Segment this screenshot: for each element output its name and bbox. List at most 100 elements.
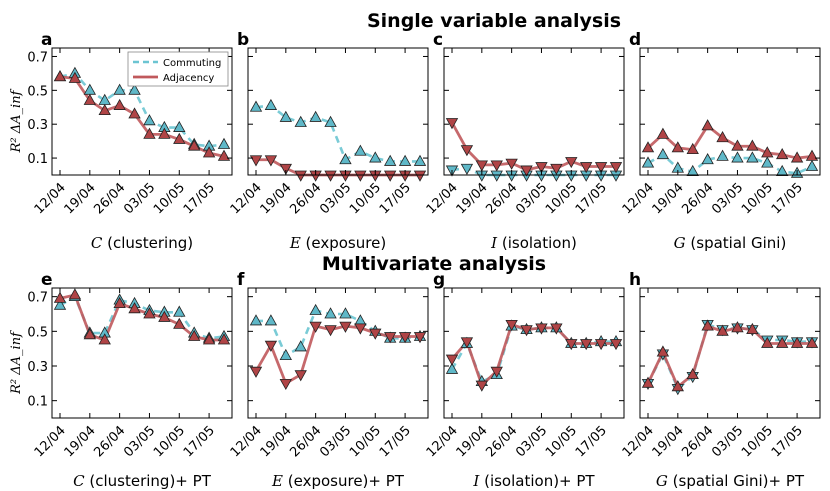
data-point-adjacency <box>294 370 307 382</box>
data-point-adjacency <box>475 160 488 172</box>
x-axis-description: (exposure)+ PT <box>283 472 405 490</box>
data-point-commuting <box>324 307 337 319</box>
data-point-commuting <box>445 362 459 374</box>
plot-frame <box>639 47 821 176</box>
data-point-adjacency <box>535 323 548 335</box>
x-tick-label: 19/04 <box>650 180 687 217</box>
x-tick-label: 10/05 <box>347 423 384 460</box>
data-point-adjacency <box>641 141 655 153</box>
data-point-adjacency <box>656 345 670 357</box>
x-tick-label: 17/05 <box>573 423 610 460</box>
data-point-commuting <box>294 115 307 127</box>
x-tick-label: 17/05 <box>769 180 806 217</box>
x-tick-label: 17/05 <box>769 423 806 460</box>
x-tick-label: 19/04 <box>650 423 687 460</box>
data-point-adjacency <box>143 307 156 319</box>
x-tick-label: 19/04 <box>258 180 295 217</box>
x-tick-label: 03/05 <box>709 180 746 217</box>
data-point-adjacency <box>535 162 548 174</box>
data-point-commuting <box>264 314 278 326</box>
data-point-adjacency <box>580 339 593 351</box>
panel-letter: b <box>237 30 249 50</box>
x-tick-label: 03/05 <box>317 423 354 460</box>
data-point-adjacency <box>490 160 503 172</box>
data-point-commuting <box>294 340 307 352</box>
data-point-adjacency <box>173 132 186 144</box>
x-tick-label: 12/04 <box>424 180 461 217</box>
data-point-adjacency <box>294 170 307 182</box>
series-line-adjacency <box>647 124 813 160</box>
x-axis-variable: C <box>91 234 103 252</box>
panel-a: 0.1 0.3 0.5 0.7 12/0419/0426/0403/0510/0517/… <box>9 30 233 252</box>
data-point-adjacency <box>202 146 216 158</box>
series-line-adjacency <box>254 324 420 385</box>
y-tick-label: 0.1 <box>27 395 48 410</box>
plot-frame <box>51 287 233 419</box>
series-line-adjacency <box>450 322 616 387</box>
data-point-adjacency <box>309 321 322 333</box>
data-point-adjacency <box>354 323 367 335</box>
data-point-adjacency <box>173 317 186 329</box>
x-axis-label: E (exposure) <box>289 234 386 252</box>
data-point-adjacency <box>249 366 263 378</box>
data-point-adjacency <box>68 71 82 83</box>
data-point-adjacency <box>384 332 397 344</box>
x-tick-label: 26/04 <box>287 180 324 217</box>
panel-letter: c <box>433 30 443 50</box>
data-point-commuting <box>731 151 744 163</box>
x-tick-label: 17/05 <box>573 180 610 217</box>
data-point-adjacency <box>550 323 563 335</box>
data-point-adjacency <box>83 93 96 105</box>
x-axis-label: E (exposure)+ PT <box>271 472 405 490</box>
x-tick-label: 26/04 <box>679 180 716 217</box>
data-point-adjacency <box>217 333 231 345</box>
data-point-commuting <box>460 163 474 175</box>
data-point-adjacency <box>505 158 518 170</box>
x-tick-label: 19/04 <box>62 180 99 217</box>
data-point-adjacency <box>445 118 459 130</box>
x-tick-label: 19/04 <box>62 423 99 460</box>
data-point-adjacency <box>594 339 608 351</box>
x-tick-label: 10/05 <box>347 180 384 217</box>
x-tick-label: 12/04 <box>620 180 657 217</box>
plot-frame <box>639 287 821 419</box>
data-point-adjacency <box>460 337 474 349</box>
data-point-adjacency <box>716 131 729 143</box>
data-point-adjacency <box>671 380 684 392</box>
y-tick-label: 0.1 <box>27 152 48 167</box>
y-axis-label: R² ΔA_inf <box>9 330 24 395</box>
x-axis-variable: I <box>472 472 480 490</box>
x-tick-label: 17/05 <box>377 180 414 217</box>
data-point-adjacency <box>324 325 337 337</box>
x-tick-label: 03/05 <box>709 423 746 460</box>
x-tick-label: 26/04 <box>287 423 324 460</box>
data-point-adjacency <box>776 147 789 160</box>
data-point-commuting <box>249 314 263 326</box>
y-tick-label: 0.7 <box>27 50 48 65</box>
data-point-adjacency <box>761 336 774 348</box>
legend-label-commuting: Commuting <box>163 58 221 69</box>
legend-box <box>127 51 229 87</box>
data-point-adjacency <box>158 310 171 322</box>
panel-letter: g <box>433 270 445 290</box>
data-point-commuting <box>128 83 141 95</box>
data-point-adjacency <box>98 333 111 345</box>
y-axis-label: R² ΔA_inf <box>9 88 24 153</box>
x-axis-label: G (spatial Gini) <box>674 234 787 252</box>
data-point-adjacency <box>113 296 126 308</box>
data-point-adjacency <box>805 149 819 161</box>
x-tick-label: 26/04 <box>483 423 520 460</box>
data-point-adjacency <box>128 302 141 314</box>
data-point-commuting <box>776 164 789 177</box>
x-axis-description: (spatial Gini)+ PT <box>668 472 805 490</box>
data-point-adjacency <box>671 141 684 153</box>
x-tick-label: 26/04 <box>483 180 520 217</box>
data-point-adjacency <box>188 329 201 341</box>
data-point-adjacency <box>354 170 367 182</box>
x-axis-description: (spatial Gini) <box>686 234 787 252</box>
data-point-adjacency <box>113 98 126 110</box>
data-point-adjacency <box>83 328 96 340</box>
